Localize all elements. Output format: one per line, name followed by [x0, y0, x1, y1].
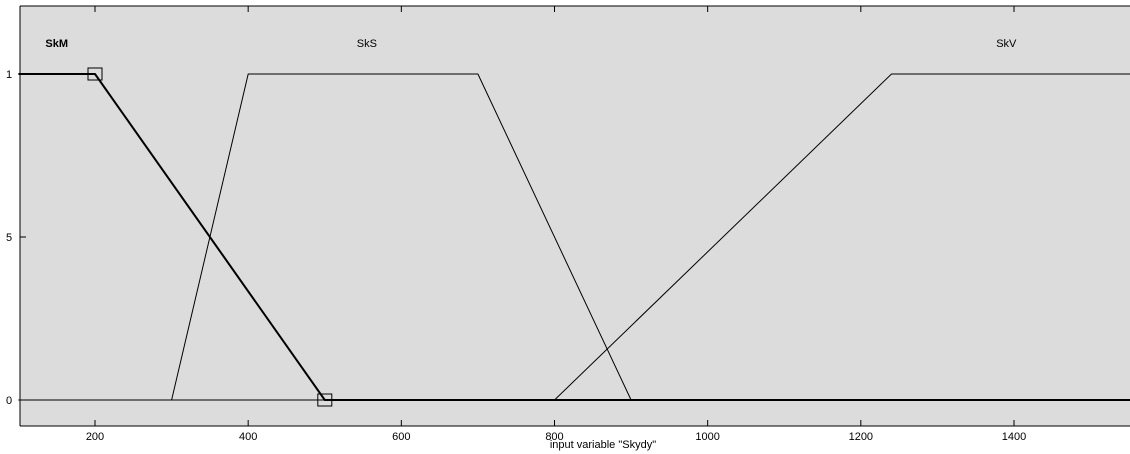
series-label-skv: SkV	[996, 38, 1017, 50]
series-labels: SkM SkS SkV	[45, 38, 1017, 50]
series-line-skv[interactable]	[18, 73, 1130, 401]
axis-layer: 200 400 600 800 1000 1200 1400 0 5 1	[6, 5, 1130, 443]
x-tick-label: 800	[545, 431, 563, 443]
y-tick-label: 1	[6, 69, 12, 81]
x-tick-label: 1400	[1002, 431, 1026, 443]
plot-area[interactable]	[20, 6, 1130, 426]
series-label-sks: SkS	[357, 38, 377, 50]
series-label-skm: SkM	[45, 38, 68, 50]
x-tick-label: 600	[392, 431, 410, 443]
x-tick-label: 1000	[695, 431, 719, 443]
handle-skm-1[interactable]	[87, 67, 103, 81]
handle-skm-2[interactable]	[317, 393, 333, 407]
x-tick-label: 1200	[849, 431, 873, 443]
y-tick-label: 0	[6, 395, 12, 407]
x-axis-title: input variable "Skydy"	[550, 439, 656, 451]
x-tick-label: 400	[239, 431, 257, 443]
y-tick-label: 5	[6, 232, 12, 244]
series-layer	[18, 73, 1130, 401]
x-tick-label: 200	[86, 431, 104, 443]
handles-layer[interactable]	[87, 67, 333, 407]
